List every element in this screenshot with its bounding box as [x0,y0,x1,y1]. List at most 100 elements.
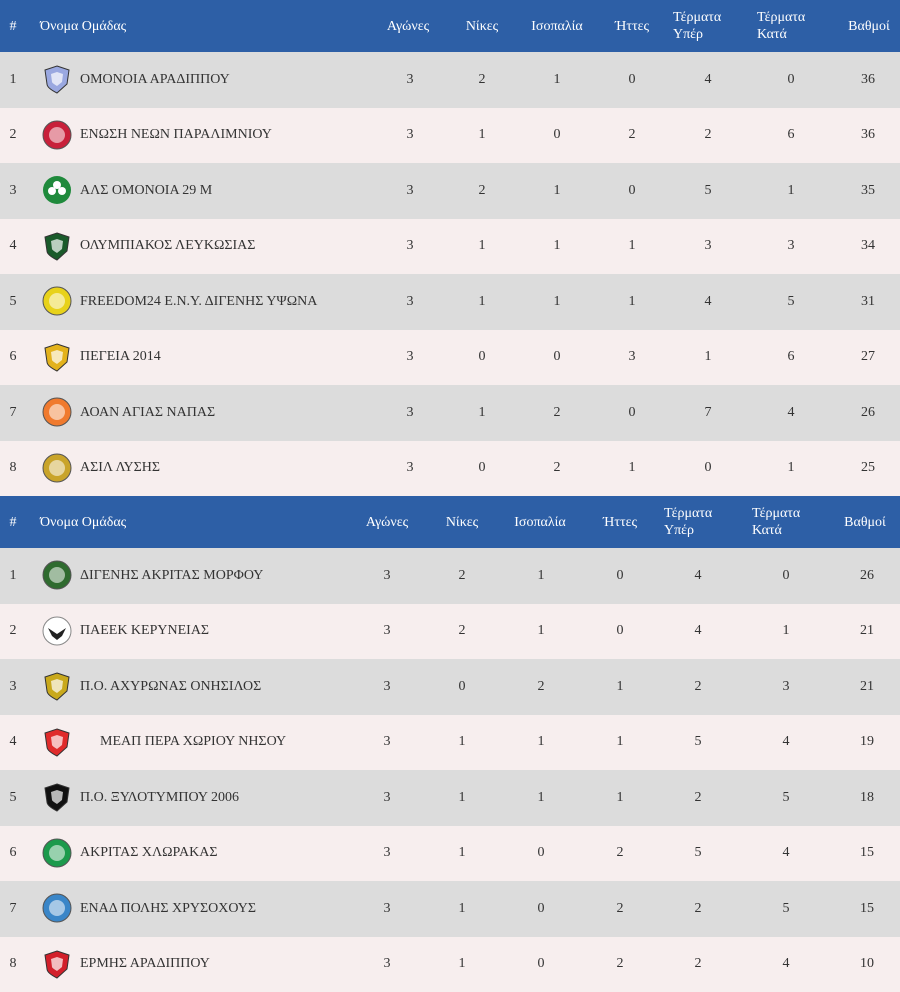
team-name-link[interactable]: ΟΛΥΜΠΙΑΚΟΣ ΛΕΥΚΩΣΙΑΣ [80,219,360,275]
team-name-link[interactable]: Π.Ο. ΑΧΥΡΩΝΑΣ ΟΝΗΣΙΛΟΣ [80,659,360,715]
goals-for: 5 [678,163,738,219]
draws-count: 0 [527,108,587,164]
header-played: Αγώνες [347,496,427,548]
wins-count: 1 [432,770,492,826]
row-position: 2 [0,108,26,164]
goals-against: 1 [756,604,816,660]
goals-for: 4 [678,274,738,330]
wins-count: 1 [452,219,512,275]
team-name-link[interactable]: ΜΕΑΠ ΠΕΡΑ ΧΩΡΙΟΥ ΝΗΣΟΥ [100,715,380,771]
header-played: Αγώνες [368,0,448,52]
losses-count: 1 [602,219,662,275]
losses-count: 2 [590,881,650,937]
losses-count: 1 [590,770,650,826]
points: 25 [838,441,898,497]
goals-for: 7 [678,385,738,441]
team-name-link[interactable]: ΕΝΩΣΗ ΝΕΩΝ ΠΑΡΑΛΙΜΝΙΟΥ [80,108,360,164]
losses-count: 1 [602,441,662,497]
matches-played: 3 [380,385,440,441]
draws-count: 1 [527,219,587,275]
row-position: 5 [0,770,26,826]
goals-against: 5 [761,274,821,330]
header-goals-for-line-2: Υπέρ [673,26,703,43]
goals-against: 4 [756,715,816,771]
row-position: 1 [0,52,26,108]
clover-logo-icon [40,173,74,207]
circle-logo-icon [40,891,74,925]
points: 36 [838,52,898,108]
row-position: 4 [0,715,26,771]
losses-count: 2 [590,826,650,882]
header-team-name: Όνομα Ομάδας [40,0,300,52]
circle-logo-icon [40,451,74,485]
losses-count: 2 [602,108,662,164]
draws-count: 0 [527,330,587,386]
team-name-link[interactable]: ΠΕΓΕΙΑ 2014 [80,330,360,386]
row-position: 1 [0,548,26,604]
wins-count: 1 [432,937,492,992]
team-name-link[interactable]: FREEDOM24 Ε.Ν.Υ. ΔΙΓΕΝΗΣ ΥΨΩΝΑ [80,274,360,330]
points: 21 [837,659,897,715]
row-position: 2 [0,604,26,660]
wins-count: 2 [432,548,492,604]
goals-against: 0 [761,52,821,108]
goals-for: 2 [668,881,728,937]
wins-count: 1 [432,881,492,937]
wins-count: 0 [432,659,492,715]
team-name-link[interactable]: ΑΣΙΛ ΛΥΣΗΣ [80,441,360,497]
goals-for: 5 [668,826,728,882]
row-position: 3 [0,659,26,715]
draws-count: 2 [527,441,587,497]
losses-count: 0 [590,604,650,660]
points: 34 [838,219,898,275]
team-name-link[interactable]: ΑΛΣ ΟΜΟΝΟΙΑ 29 Μ [80,163,360,219]
draws-count: 0 [511,881,571,937]
matches-played: 3 [357,659,417,715]
team-name-link[interactable]: ΟΜΟΝΟΙΑ ΑΡΑΔΙΠΠΟΥ [80,52,360,108]
team-name-link[interactable]: ΠΑΕΕΚ ΚΕΡΥΝΕΙΑΣ [80,604,360,660]
team-name-link[interactable]: ΑΚΡΙΤΑΣ ΧΛΩΡΑΚΑΣ [80,826,360,882]
team-name-link[interactable]: ΑΟΑΝ ΑΓΙΑΣ ΝΑΠΑΣ [80,385,360,441]
goals-against: 1 [761,163,821,219]
circle-logo-icon [40,836,74,870]
team-name-link[interactable]: ΕΡΜΗΣ ΑΡΑΔΙΠΠΟΥ [80,937,360,992]
header-goals-against-line-1: Τέρματα [752,505,800,522]
team-name-link[interactable]: ΕΝΑΔ ΠΟΛΗΣ ΧΡΥΣΟΧΟΥΣ [80,881,360,937]
header-wins: Νίκες [447,0,517,52]
points: 10 [837,937,897,992]
goals-against: 1 [761,441,821,497]
goals-against: 5 [756,881,816,937]
points: 19 [837,715,897,771]
matches-played: 3 [357,881,417,937]
points: 26 [838,385,898,441]
team-name-link[interactable]: Π.Ο. ΞΥΛΟΤΥΜΠΟΥ 2006 [80,770,360,826]
shield-logo-icon [40,725,74,759]
row-position: 8 [0,441,26,497]
wins-count: 0 [452,441,512,497]
header-losses: Ήττες [585,496,655,548]
goals-for: 2 [668,770,728,826]
row-position: 7 [0,881,26,937]
goals-for: 4 [668,604,728,660]
header-team-name: Όνομα Ομάδας [40,496,300,548]
draws-count: 2 [511,659,571,715]
team-name-link[interactable]: ΔΙΓΕΝΗΣ ΑΚΡΙΤΑΣ ΜΟΡΦΟΥ [80,548,360,604]
